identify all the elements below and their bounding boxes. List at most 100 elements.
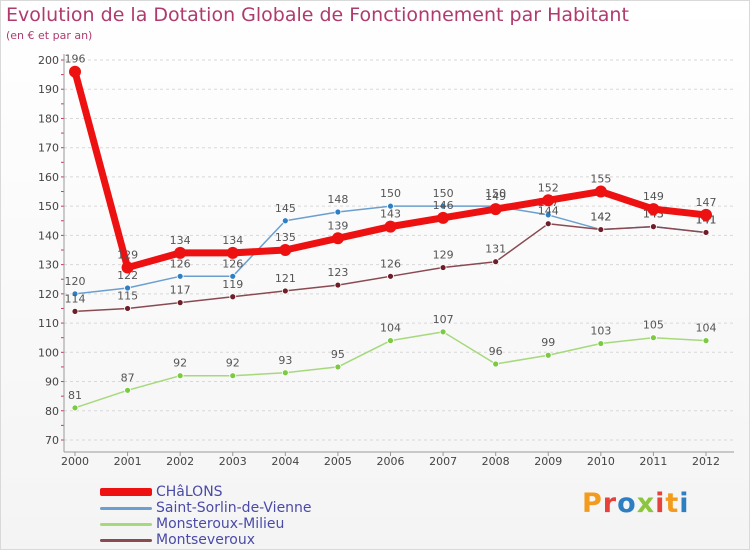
data-point-saint-sorlin-de-vienne — [334, 208, 342, 216]
data-point-montseveroux — [439, 264, 447, 271]
data-label-montseveroux: 121 — [275, 272, 296, 285]
data-point-montseveroux — [597, 226, 605, 233]
legend-label: Monsteroux-Milieu — [156, 516, 285, 532]
data-label-ch-lons: 135 — [275, 231, 296, 244]
data-point-ch-lons — [700, 208, 712, 221]
legend-item-ch-lons: CHâLONS — [100, 484, 312, 500]
line-chart: 7080901001101201301401501601701801902002… — [38, 53, 734, 468]
data-label-saint-sorlin-de-vienne: 126 — [170, 257, 191, 270]
data-label-ch-lons: 147 — [696, 196, 717, 209]
data-point-ch-lons — [542, 194, 555, 207]
x-tick-label: 2009 — [534, 455, 562, 468]
data-point-ch-lons — [174, 246, 187, 259]
data-label-saint-sorlin-de-vienne: 150 — [485, 187, 506, 200]
data-label-monsteroux-milieu: 104 — [696, 322, 717, 335]
data-label-saint-sorlin-de-vienne: 120 — [65, 275, 86, 288]
logo-letter: P — [582, 488, 603, 519]
data-point-saint-sorlin-de-vienne — [71, 290, 79, 298]
data-point-monsteroux-milieu — [71, 404, 79, 412]
y-tick-label: 170 — [38, 142, 59, 155]
legend-label: Montseveroux — [156, 532, 255, 548]
x-tick-label: 2006 — [377, 455, 405, 468]
data-point-monsteroux-milieu — [597, 340, 605, 347]
data-label-montseveroux: 144 — [538, 205, 559, 218]
y-tick-label: 130 — [38, 259, 59, 272]
chart-legend: CHâLONS Saint-Sorlin-de-Vienne Monsteroux-… — [100, 484, 312, 548]
x-tick-label: 2010 — [587, 455, 615, 468]
logo-letter: t — [665, 488, 680, 519]
x-tick-label: 2000 — [61, 455, 89, 468]
data-point-monsteroux-milieu — [229, 372, 237, 380]
data-label-monsteroux-milieu: 104 — [380, 322, 401, 335]
data-label-montseveroux: 142 — [590, 211, 611, 224]
proxiti-logo: Proxiti — [582, 488, 690, 519]
logo-letter: i — [655, 488, 666, 519]
y-tick-label: 80 — [45, 405, 59, 418]
y-tick-label: 70 — [45, 434, 59, 447]
data-label-monsteroux-milieu: 96 — [489, 345, 503, 358]
data-label-ch-lons: 149 — [643, 190, 664, 203]
data-label-ch-lons: 143 — [380, 208, 401, 221]
data-point-saint-sorlin-de-vienne — [176, 272, 184, 280]
y-tick-label: 150 — [38, 200, 59, 213]
data-label-montseveroux: 131 — [485, 243, 506, 256]
data-label-montseveroux: 119 — [222, 278, 243, 291]
chart-subtitle: (en € et par an) — [6, 29, 93, 42]
x-tick-label: 2012 — [692, 455, 720, 468]
data-label-montseveroux: 126 — [380, 257, 401, 270]
data-label-montseveroux: 123 — [327, 266, 348, 279]
data-point-montseveroux — [334, 281, 342, 289]
data-point-montseveroux — [387, 272, 394, 280]
legend-item-saint-sorlin-de-vienne: Saint-Sorlin-de-Vienne — [100, 500, 312, 516]
data-point-montseveroux — [229, 293, 237, 301]
data-point-monsteroux-milieu — [439, 328, 447, 336]
data-label-monsteroux-milieu: 93 — [278, 354, 292, 367]
data-point-ch-lons — [279, 244, 292, 256]
data-label-monsteroux-milieu: 103 — [590, 325, 611, 338]
data-label-ch-lons: 155 — [590, 173, 611, 186]
data-point-ch-lons — [594, 185, 607, 198]
data-point-monsteroux-milieu — [544, 351, 552, 359]
data-point-montseveroux — [492, 258, 500, 266]
y-tick-label: 120 — [38, 288, 59, 301]
data-point-ch-lons — [69, 65, 81, 78]
data-point-ch-lons — [647, 203, 660, 216]
x-tick-label: 2004 — [271, 455, 299, 468]
data-label-montseveroux: 117 — [170, 284, 191, 297]
data-point-monsteroux-milieu — [124, 386, 131, 394]
legend-label: CHâLONS — [156, 484, 223, 500]
y-tick-label: 100 — [38, 346, 59, 359]
data-label-saint-sorlin-de-vienne: 145 — [275, 202, 296, 215]
data-point-saint-sorlin-de-vienne — [281, 217, 289, 225]
data-label-monsteroux-milieu: 95 — [331, 348, 345, 361]
y-tick-label: 190 — [38, 83, 59, 96]
data-point-monsteroux-milieu — [281, 369, 289, 377]
data-point-monsteroux-milieu — [387, 337, 394, 345]
data-point-monsteroux-milieu — [334, 363, 342, 371]
data-label-ch-lons: 196 — [65, 53, 86, 66]
data-point-montseveroux — [650, 223, 657, 231]
data-label-monsteroux-milieu: 92 — [173, 357, 187, 370]
data-label-montseveroux: 129 — [433, 249, 454, 262]
data-point-ch-lons — [331, 232, 344, 245]
data-label-ch-lons: 149 — [485, 190, 506, 203]
data-point-ch-lons — [226, 246, 239, 259]
data-point-monsteroux-milieu — [650, 334, 657, 342]
legend-swatch — [100, 522, 152, 526]
x-tick-label: 2005 — [324, 455, 352, 468]
data-label-ch-lons: 146 — [433, 199, 454, 212]
logo-letter: i — [679, 488, 690, 519]
chart-title: Evolution de la Dotation Globale de Fonc… — [6, 4, 629, 26]
x-tick-label: 2003 — [219, 455, 247, 468]
legend-item-montseveroux: Montseveroux — [100, 532, 312, 548]
logo-letter: x — [636, 488, 656, 519]
x-tick-label: 2011 — [639, 455, 667, 468]
data-label-montseveroux: 114 — [65, 292, 86, 305]
data-point-saint-sorlin-de-vienne — [544, 211, 552, 219]
data-label-saint-sorlin-de-vienne: 142 — [590, 211, 611, 224]
logo-letter: o — [617, 488, 637, 519]
y-tick-label: 160 — [38, 171, 59, 184]
data-label-saint-sorlin-de-vienne: 122 — [117, 269, 138, 282]
data-label-monsteroux-milieu: 99 — [541, 336, 555, 349]
x-tick-label: 2001 — [114, 455, 142, 468]
